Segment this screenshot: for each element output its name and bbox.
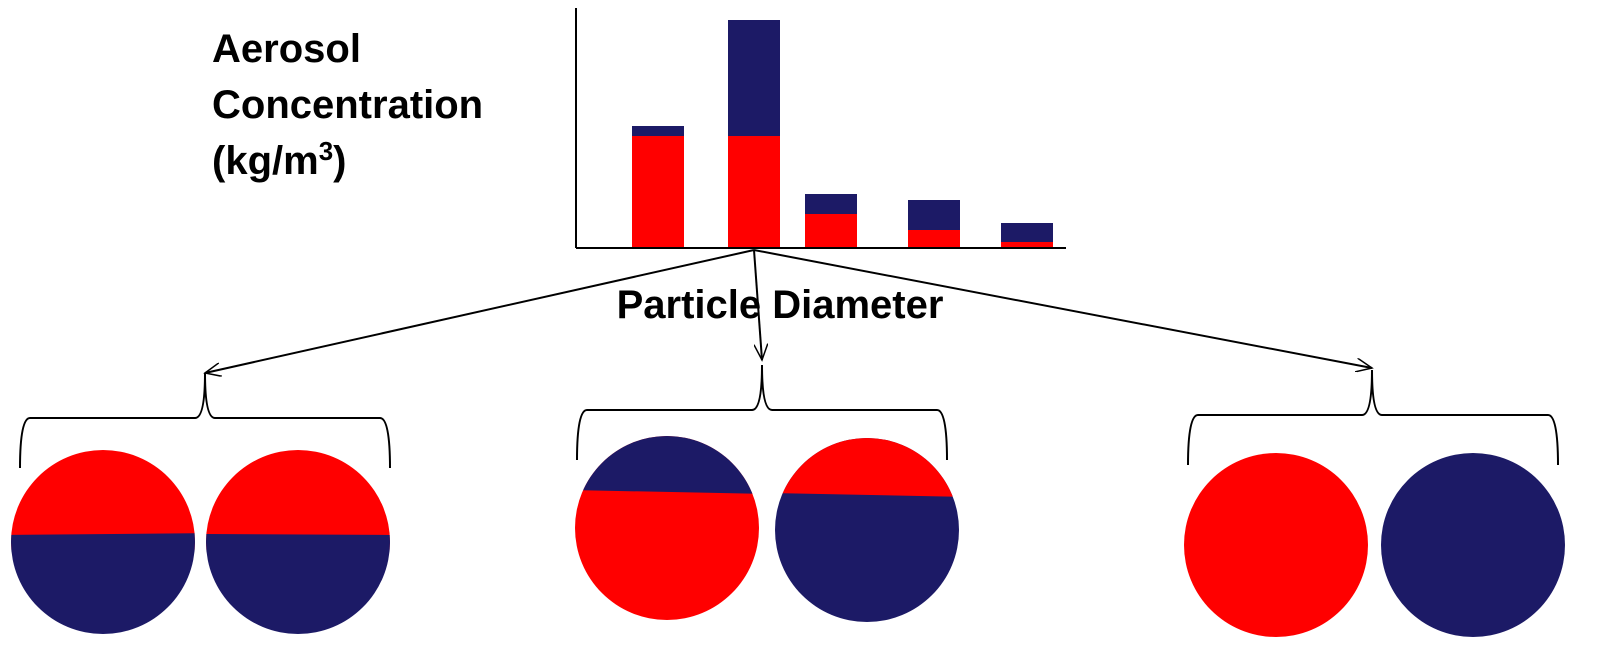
bar-segment	[908, 230, 960, 248]
x-label: Particle Diameter	[617, 283, 944, 327]
bars	[632, 20, 1053, 248]
y-label-line: Aerosol	[212, 27, 361, 71]
y-label-line: Concentration	[212, 83, 483, 127]
bar-segment	[632, 126, 684, 136]
bar-segment	[908, 200, 960, 230]
particle	[0, 440, 220, 649]
bar-segment	[1001, 223, 1053, 242]
bar-segment	[805, 214, 857, 248]
bar-segment	[728, 20, 780, 136]
page: Aerosol Concentration (kg/m3) Particle D…	[0, 0, 1623, 649]
bar-segment	[728, 136, 780, 248]
bar-segment	[805, 194, 857, 214]
particle	[1381, 453, 1565, 637]
unit-superscript: 3	[319, 136, 333, 166]
unit-prefix: (kg/m	[212, 139, 319, 183]
unit-suffix: )	[333, 139, 346, 183]
particles	[0, 420, 1565, 649]
bar-segment	[632, 136, 684, 248]
diagram: Aerosol Concentration (kg/m3) Particle D…	[0, 0, 1623, 649]
particle	[770, 420, 970, 640]
braces	[20, 365, 1558, 468]
y-label-unit: (kg/m3)	[212, 136, 346, 183]
particle	[1184, 453, 1368, 637]
particle	[200, 440, 400, 649]
brace	[1188, 370, 1558, 465]
brace	[20, 373, 390, 468]
particle	[570, 420, 770, 640]
